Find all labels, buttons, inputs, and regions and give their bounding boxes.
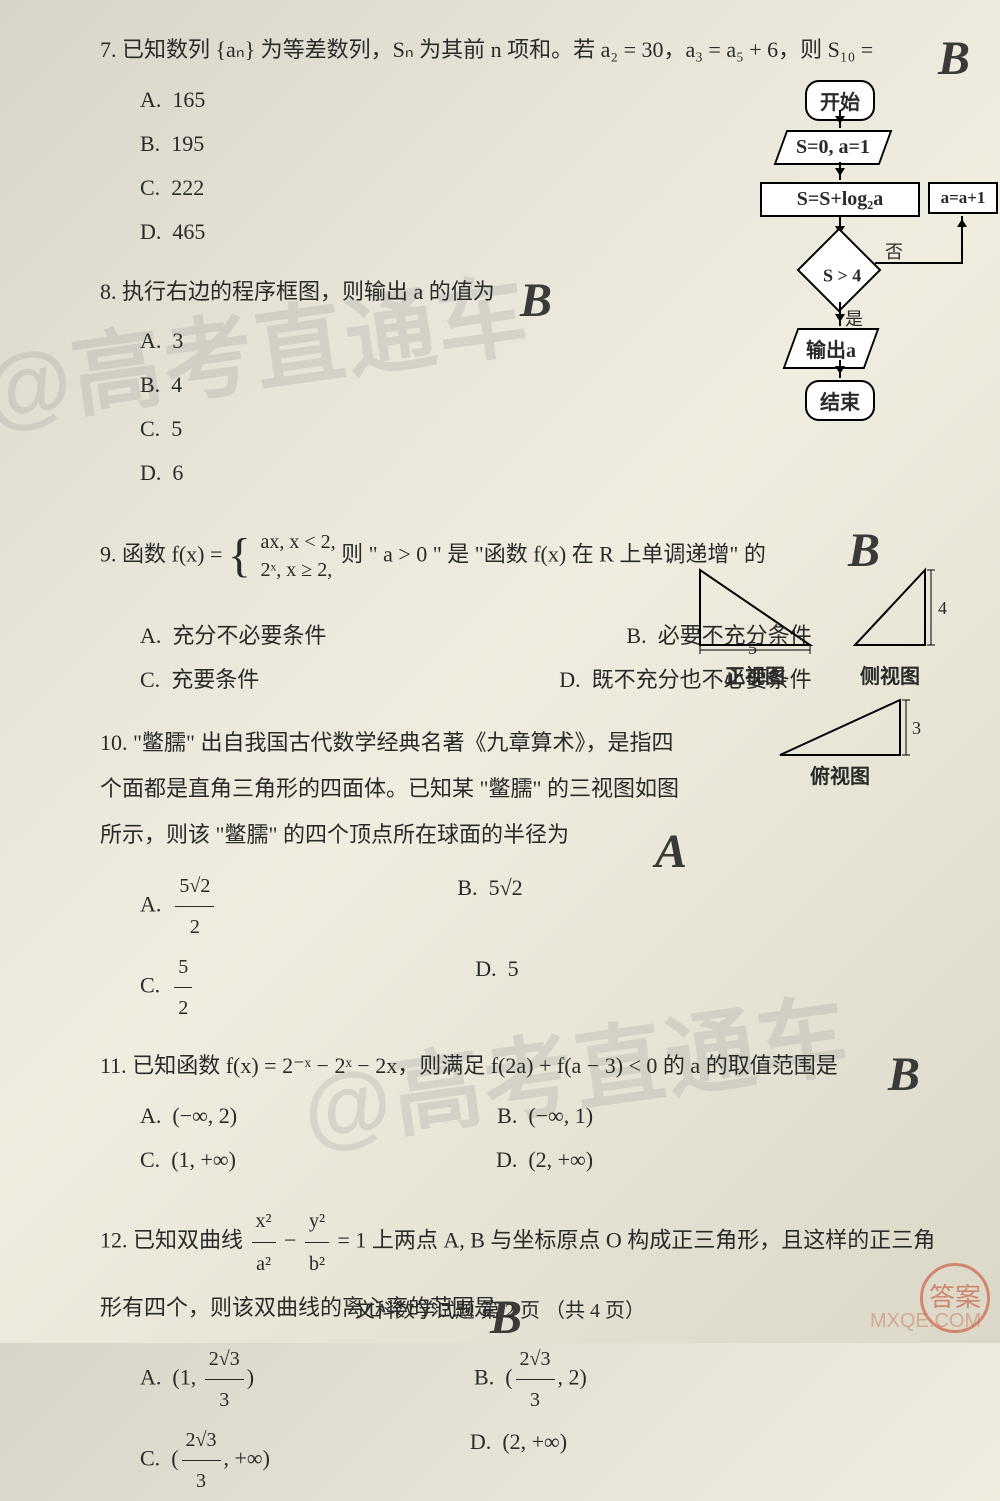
dim-3: 3	[912, 718, 921, 739]
q12-option-a: A. (1, 2√33)	[140, 1339, 254, 1420]
q10-option-c: C. 52	[140, 947, 195, 1028]
question-11: 11. 已知函数 f(x) = 2⁻ˣ − 2ˣ − 2x，则满足 f(2a) …	[100, 1046, 940, 1182]
q12-text-pre: 已知双曲线	[133, 1227, 249, 1252]
flow-update: S=S+log₂a	[760, 182, 920, 217]
q10-answer-mark: A	[655, 802, 687, 903]
flow-no-label: 否	[885, 238, 903, 264]
flow-increment: a=a+1	[928, 182, 998, 214]
question-10: 10. "鳖臑" 出自我国古代数学经典名著《九章算术》，是指四个面都是直角三角形…	[100, 720, 680, 1029]
question-12: 12. 已知双曲线 x²a² − y²b² = 1 上两点 A, B 与坐标原点…	[100, 1200, 940, 1501]
q8-text: 执行右边的程序框图，则输出 a 的值为	[122, 279, 495, 304]
badge-site: MXQE.COM	[870, 1310, 981, 1333]
q9-option-a: A. 充分不必要条件	[140, 614, 326, 658]
q7-text: 已知数列 {aₙ} 为等差数列，Sₙ 为其前 n 项和。若 a₂ = 30，a₃…	[122, 37, 873, 62]
q9-piece2: 2ˣ, x ≥ 2,	[260, 556, 335, 584]
q9-text-pre: 函数 f(x) =	[122, 541, 228, 566]
q10-option-b: B. 5√2	[457, 866, 522, 947]
q10-option-d: D. 5	[475, 947, 518, 1028]
q12-num: 12.	[100, 1227, 128, 1252]
q12-option-d: D. (2, +∞)	[470, 1420, 567, 1501]
top-view-triangle	[770, 690, 920, 770]
q7-num: 7.	[100, 37, 117, 62]
top-view-label: 俯视图	[810, 760, 870, 789]
q9-piece1: ax, x < 2,	[260, 528, 335, 556]
q11-answer-mark: B	[888, 1032, 920, 1118]
q11-num: 11.	[100, 1053, 127, 1078]
q11-option-c: C. (1, +∞)	[140, 1138, 236, 1182]
q8-option-d: D. 6	[140, 451, 940, 495]
front-view-label: 正视图	[725, 660, 785, 689]
flow-init: S=0, a=1	[774, 130, 893, 165]
q10-num: 10.	[100, 730, 128, 755]
q8-option-b: B. 4	[140, 363, 940, 407]
q11-option-d: D. (2, +∞)	[496, 1138, 593, 1182]
three-view-diagram: 5 正视图 4 侧视图 3 俯视图	[690, 560, 970, 800]
q9-option-c: C. 充要条件	[140, 658, 259, 702]
q8-option-c: C. 5	[140, 407, 940, 451]
q10-text: "鳖臑" 出自我国古代数学经典名著《九章算术》，是指四个面都是直角三角形的四面体…	[100, 730, 679, 847]
q8-answer-mark: B	[520, 258, 552, 344]
q12-option-c: C. (2√33, +∞)	[140, 1420, 270, 1501]
question-8: 8. 执行右边的程序框图，则输出 a 的值为 B A. 3 B. 4 C. 5 …	[100, 272, 940, 496]
page-footer: 文科数学试题 第 2 页 （共 4 页）	[0, 1294, 1000, 1323]
q8-num: 8.	[100, 279, 117, 304]
q11-option-b: B. (−∞, 1)	[497, 1094, 593, 1138]
dim-4: 4	[938, 598, 947, 619]
q11-text: 已知函数 f(x) = 2⁻ˣ − 2ˣ − 2x，则满足 f(2a) + f(…	[132, 1053, 838, 1078]
q9-num: 9.	[100, 541, 117, 566]
q11-option-a: A. (−∞, 2)	[140, 1094, 237, 1138]
corner-badge: 答案 MXQE.COM	[870, 1263, 990, 1333]
side-view-label: 侧视图	[860, 660, 920, 689]
side-view-triangle	[845, 560, 945, 660]
dim-5: 5	[748, 638, 757, 659]
q10-option-a: A. 5√22	[140, 866, 217, 947]
